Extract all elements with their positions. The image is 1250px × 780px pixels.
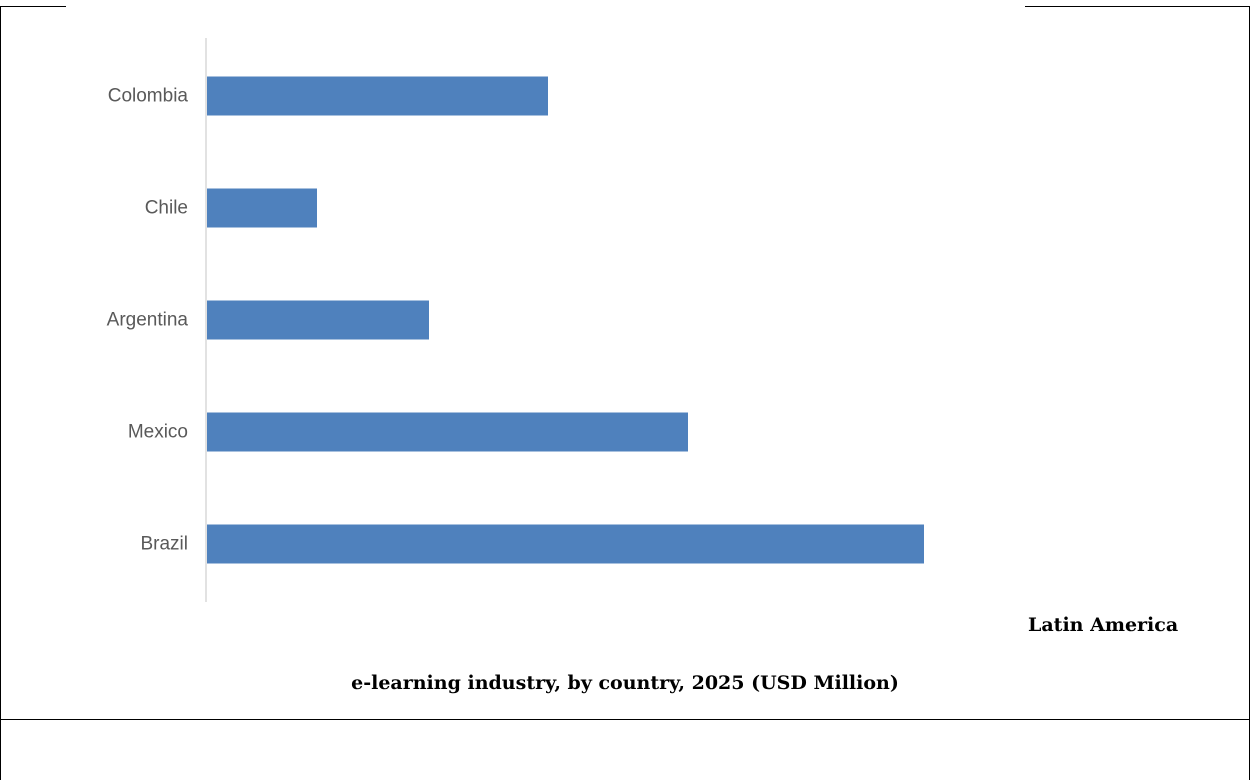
bar-brazil	[207, 524, 924, 564]
bar-colombia	[207, 76, 548, 116]
tick-label-brazil: Brazil	[140, 534, 188, 555]
frame-border-top-left	[0, 6, 66, 7]
bar-chile	[207, 188, 317, 228]
frame-border-top-right	[1025, 6, 1250, 7]
frame-border-bottom	[0, 719, 1250, 720]
bar-mexico	[207, 412, 688, 452]
frame-border-left	[0, 6, 1, 780]
chart-caption-region: Latin America	[1028, 614, 1179, 636]
tick-label-chile: Chile	[145, 198, 188, 219]
tick-label-argentina: Argentina	[107, 310, 189, 331]
tick-label-mexico: Mexico	[128, 422, 188, 443]
bar-argentina	[207, 300, 429, 340]
chart-caption-title: e-learning industry, by country, 2025 (U…	[351, 672, 899, 694]
tick-label-colombia: Colombia	[108, 86, 189, 107]
